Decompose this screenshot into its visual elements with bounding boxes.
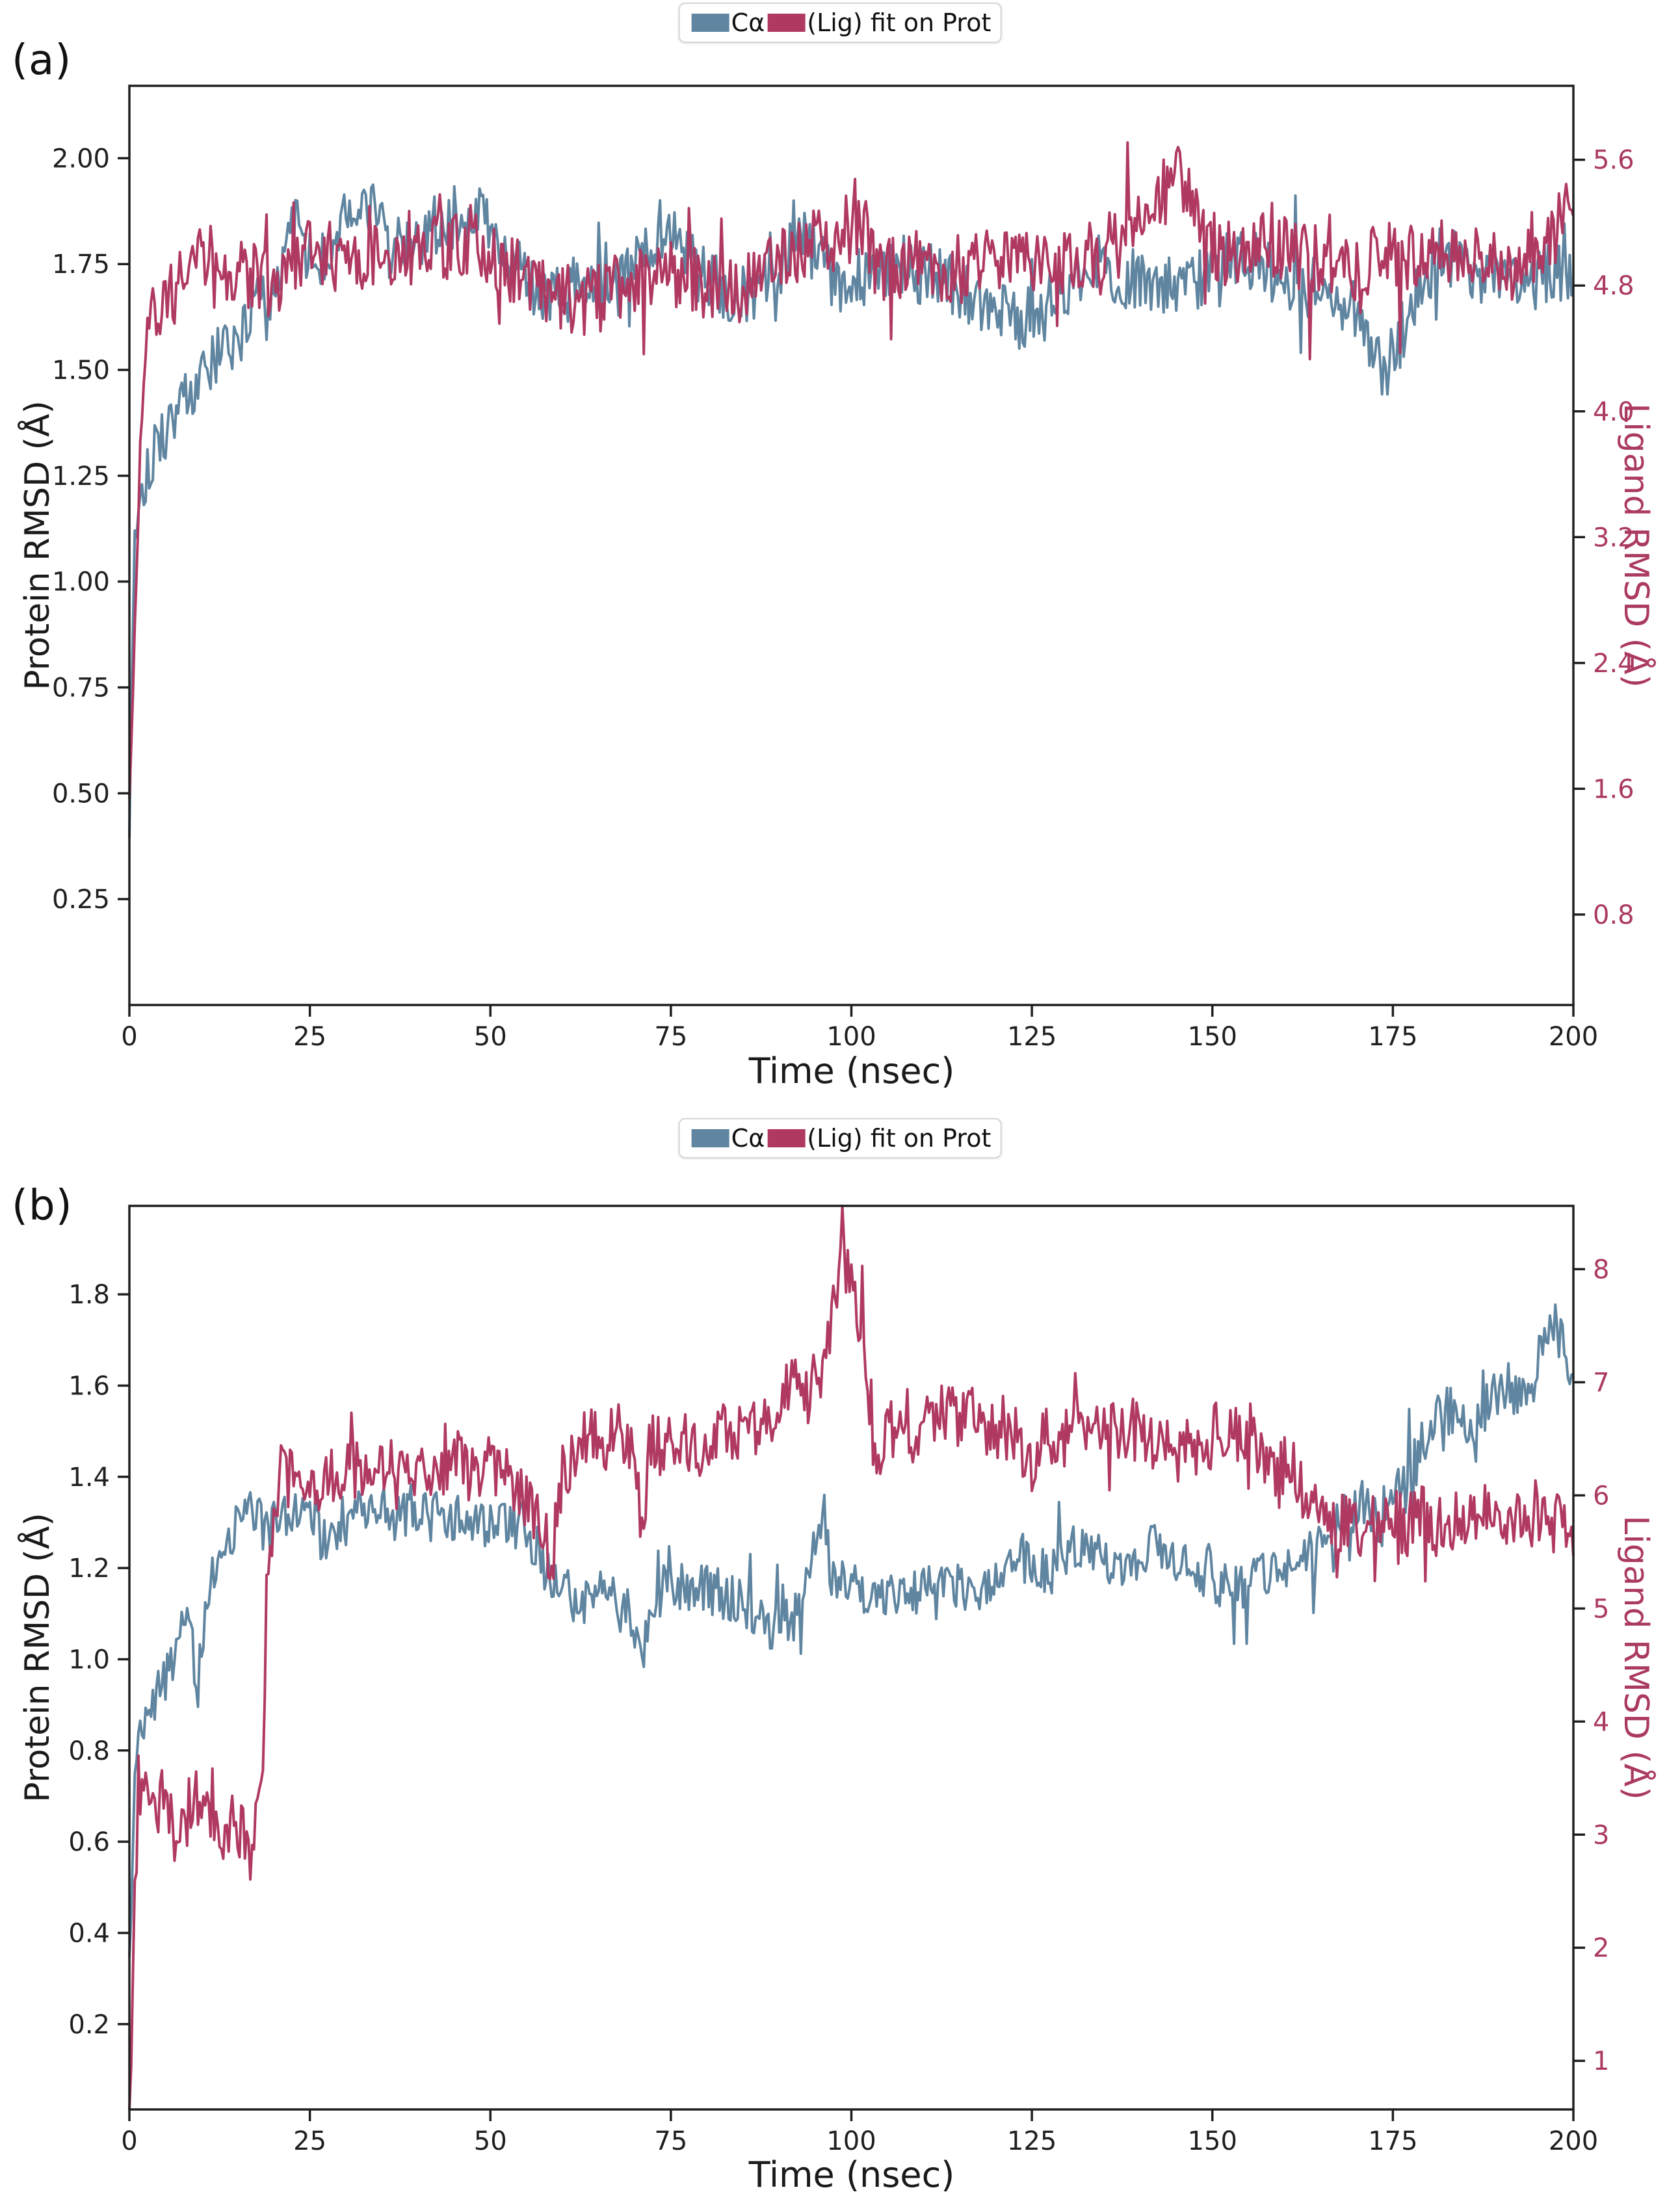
x-tick-label: 175 — [1368, 1022, 1417, 1052]
series-line-ca — [128, 1303, 1574, 1957]
y-right-tick-label: 5.6 — [1593, 146, 1634, 176]
legend-label-ca: Cα — [731, 8, 765, 37]
y-axis-label-left: Protein RMSD (Å) — [18, 400, 57, 690]
y-left-tick-label: 0.25 — [52, 885, 110, 915]
y-left-tick-label: 0.75 — [52, 673, 110, 703]
y-left-tick-label: 0.6 — [68, 1827, 110, 1857]
y-left-tick-label: 0.50 — [52, 779, 110, 809]
legend-swatch-ca — [691, 14, 729, 32]
chart-b: 0 25 50 75 100 125 150 175 2001.81.61.41.21.00.8… — [68, 1205, 1609, 2156]
y-right-tick-label: 4.0 — [1593, 397, 1634, 427]
y-left-tick-label: 1.0 — [68, 1645, 110, 1675]
x-tick-label: 50 — [474, 1022, 507, 1052]
legend-swatch-lig — [767, 1129, 806, 1147]
y-left-tick-label: 1.2 — [68, 1554, 110, 1584]
y-right-tick-label: 1 — [1593, 2046, 1609, 2076]
x-tick-label: 150 — [1188, 1022, 1237, 1052]
y-right-tick-label: 3.2 — [1593, 523, 1634, 553]
y-right-tick-label: 7 — [1593, 1368, 1609, 1398]
x-tick-label: 125 — [1007, 2126, 1057, 2156]
panel-label-b: (b) — [12, 1182, 73, 1230]
y-left-tick-label: 1.8 — [68, 1280, 110, 1310]
y-right-tick-label: 4.8 — [1593, 271, 1634, 301]
y-left-tick-label: 0.4 — [68, 1918, 110, 1948]
y-right-tick-label: 6 — [1593, 1481, 1609, 1511]
panel-b: (b) Cα (Lig) fit on Prot 0 25 50 75 100 125 15… — [0, 1100, 1680, 2205]
x-tick-label: 0 — [121, 1022, 137, 1052]
x-tick-label: 150 — [1188, 2126, 1237, 2156]
x-axis-label: Time (nsec) — [748, 1050, 955, 1091]
panel-label-a: (a) — [12, 36, 72, 85]
panel-a: (a) Cα (Lig) fit on Prot 0 25 50 75 100 125 15… — [12, 3, 1655, 1091]
y-left-tick-label: 0.2 — [68, 2010, 110, 2040]
y-left-tick-label: 2.00 — [52, 144, 110, 174]
y-right-tick-label: 5 — [1593, 1594, 1609, 1624]
y-left-tick-label: 1.6 — [68, 1371, 110, 1401]
legend-swatch-lig — [767, 14, 806, 32]
legend-swatch-ca — [691, 1129, 729, 1147]
x-tick-label: 200 — [1549, 1022, 1598, 1052]
y-left-tick-label: 0.8 — [68, 1736, 110, 1766]
y-right-tick-label: 8 — [1593, 1255, 1609, 1285]
y-right-tick-label: 1.6 — [1593, 774, 1634, 804]
legend-label-lig: (Lig) fit on Prot — [807, 8, 991, 37]
series-line-lig — [128, 1205, 1575, 2110]
series-line-lig — [128, 141, 1575, 799]
y-right-tick-label: 2 — [1593, 1933, 1609, 1963]
x-tick-label: 100 — [826, 1022, 876, 1052]
x-tick-label: 75 — [654, 1022, 687, 1052]
plot-frame — [128, 1205, 1575, 2111]
y-left-tick-label: 1.00 — [52, 568, 110, 597]
x-tick-label: 75 — [654, 2126, 687, 2156]
x-tick-label: 125 — [1007, 1022, 1057, 1052]
y-left-tick-label: 1.75 — [52, 250, 110, 280]
y-left-tick-label: 1.50 — [52, 356, 110, 385]
x-tick-label: 25 — [293, 2126, 326, 2156]
y-right-tick-label: 3 — [1593, 1820, 1609, 1850]
x-tick-label: 100 — [826, 2126, 876, 2156]
y-axis-label-left: Protein RMSD (Å) — [18, 1513, 57, 1803]
legend: Cα (Lig) fit on Prot — [678, 1118, 1002, 1158]
x-tick-label: 200 — [1549, 2126, 1598, 2156]
legend-label-lig: (Lig) fit on Prot — [807, 1124, 991, 1153]
y-left-tick-label: 1.25 — [52, 462, 110, 491]
y-axis-label-right: Ligand RMSD (Å) — [1616, 403, 1655, 688]
legend-label-ca: Cα — [731, 1124, 765, 1153]
x-tick-label: 175 — [1368, 2126, 1417, 2156]
y-right-tick-label: 2.4 — [1593, 649, 1634, 679]
x-tick-label: 25 — [293, 1022, 326, 1052]
legend: Cα (Lig) fit on Prot — [678, 3, 1002, 43]
y-axis-label-right: Ligand RMSD (Å) — [1616, 1515, 1655, 1800]
y-right-tick-label: 4 — [1593, 1707, 1609, 1737]
y-right-tick-label: 0.8 — [1593, 900, 1634, 930]
x-tick-label: 0 — [121, 2126, 137, 2156]
y-left-tick-label: 1.4 — [68, 1463, 110, 1493]
chart-a: 0 25 50 75 100 125 150 175 200 2.00 1.75 1.50 1.25 1.… — [52, 85, 1634, 1052]
x-tick-label: 50 — [474, 2126, 507, 2156]
x-axis-label: Time (nsec) — [748, 2154, 955, 2195]
